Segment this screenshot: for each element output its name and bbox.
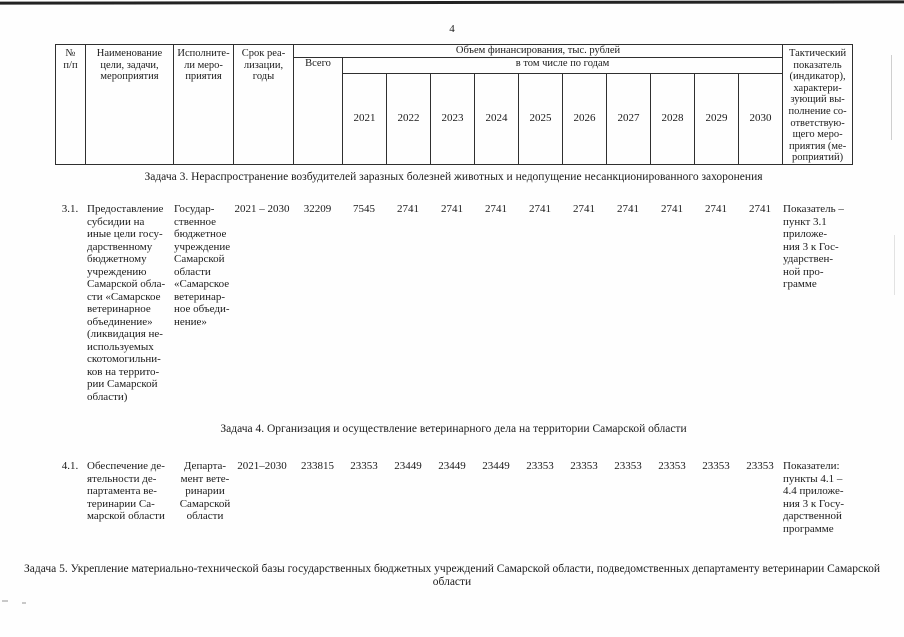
header-cell-name: Наименование цели, задачи, мероприятия — [85, 44, 174, 165]
row-3-1-value-2024: 2741 — [485, 203, 507, 215]
task5-heading: Задача 5. Укрепление материально-техниче… — [23, 563, 881, 588]
header-cell-by-years: в том числе по годам — [341, 57, 784, 74]
row-4-1-value-2024: 23449 — [482, 460, 510, 472]
row-4-1-name: Обеспечение де- ятельности де- партамент… — [87, 460, 165, 522]
row-4-1-value-2030: 23353 — [746, 460, 774, 472]
header-cell-num: № п/п — [55, 44, 86, 165]
header-cell-year-2023: 2023 — [430, 72, 475, 165]
scan-speck — [2, 600, 8, 602]
header-cell-year-2024: 2024 — [474, 72, 519, 165]
scan-edge-streak — [891, 55, 892, 140]
row-4-1-value-2028: 23353 — [658, 460, 686, 472]
header-cell-financing: Объем финансирования, тыс. рублей — [292, 44, 784, 58]
row-4-1-indicator: Показатели: пункты 4.1 – 4.4 приложе- ни… — [783, 460, 844, 535]
row-4-1-value-2021: 23353 — [350, 460, 378, 472]
row-4-1-period: 2021–2030 — [237, 460, 287, 472]
header-cell-year-2026: 2026 — [562, 72, 607, 165]
header-cell-indicator: Тактический показатель (индикатор), хара… — [782, 44, 854, 165]
header-cell-year-2021: 2021 — [342, 72, 387, 165]
header-cell-year-2030: 2030 — [737, 72, 784, 165]
row-3-1-indicator: Показатель – пункт 3.1 приложе- ния 3 к … — [783, 203, 844, 290]
scan-speck — [22, 602, 26, 604]
scan-top-edge-artifact — [0, 0, 904, 5]
task4-heading: Задача 4. Организация и осуществление ве… — [220, 423, 687, 435]
scan-edge-streak — [894, 235, 895, 295]
header-cell-executor: Исполните- ли меро- приятия — [173, 44, 234, 165]
row-4-1-value-2025: 23353 — [526, 460, 554, 472]
row-3-1-value-2023: 2741 — [441, 203, 463, 215]
row-3-1-period: 2021 – 2030 — [234, 203, 290, 215]
row-3-1-total: 32209 — [303, 203, 332, 215]
row-4-1-value-2022: 23449 — [394, 460, 422, 472]
header-cell-year-2029: 2029 — [694, 72, 739, 165]
row-3-1-value-2029: 2741 — [705, 203, 727, 215]
row-3-1-value-2030: 2741 — [749, 203, 771, 215]
header-cell-year-2027: 2027 — [606, 72, 651, 165]
header-cell-year-2028: 2028 — [650, 72, 695, 165]
row-4-1-executor: Департа- мент вете- ринарии Самарской об… — [179, 460, 231, 522]
row-4-1-value-2029: 23353 — [702, 460, 730, 472]
header-cell-year-2025: 2025 — [518, 72, 563, 165]
row-4-1-value-2027: 23353 — [614, 460, 642, 472]
row-3-1-value-2028: 2741 — [661, 203, 683, 215]
row-3-1-name: Предоставление субсидии на иные цели гос… — [87, 203, 166, 403]
header-cell-year-2022: 2022 — [386, 72, 431, 165]
row-3-1-value-2026: 2741 — [573, 203, 595, 215]
row-3-1-number: 3.1. — [61, 203, 79, 215]
row-4-1-number: 4.1. — [61, 460, 79, 472]
header-cell-total: Всего — [293, 57, 343, 165]
row-4-1-total: 233815 — [301, 460, 334, 472]
row-4-1-value-2023: 23449 — [438, 460, 466, 472]
financing-table: № п/п Наименование цели, задачи, меропри… — [55, 44, 854, 165]
header-cell-period: Срок реа- лизации, годы — [233, 44, 294, 165]
task3-heading: Задача 3. Нераспространение возбудителей… — [144, 171, 763, 183]
row-3-1-value-2027: 2741 — [617, 203, 639, 215]
row-3-1-value-2025: 2741 — [529, 203, 551, 215]
page-number: 4 — [449, 23, 455, 35]
row-3-1-executor: Государ- ственное бюджетное учреждение С… — [174, 203, 231, 328]
row-3-1-value-2021: 7545 — [353, 203, 375, 215]
row-3-1-value-2022: 2741 — [397, 203, 419, 215]
row-4-1-value-2026: 23353 — [570, 460, 598, 472]
